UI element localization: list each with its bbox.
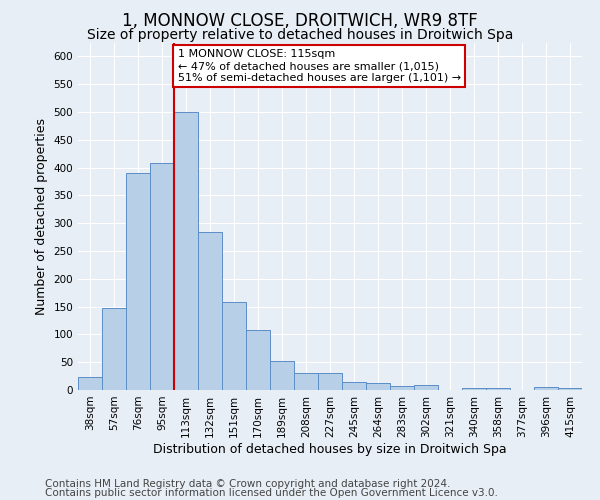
Bar [342, 382, 366, 390]
Text: 1 MONNOW CLOSE: 115sqm
← 47% of detached houses are smaller (1,015)
51% of semi-: 1 MONNOW CLOSE: 115sqm ← 47% of detached… [178, 50, 461, 82]
Bar [198, 232, 222, 390]
Bar [246, 330, 270, 390]
Bar [174, 112, 198, 390]
X-axis label: Distribution of detached houses by size in Droitwich Spa: Distribution of detached houses by size … [153, 442, 507, 456]
Bar [318, 374, 342, 390]
Bar [126, 173, 150, 390]
Bar [558, 388, 582, 390]
Bar [414, 385, 438, 390]
Bar [78, 377, 102, 390]
Bar [486, 388, 510, 390]
Bar [102, 308, 126, 390]
Text: 1, MONNOW CLOSE, DROITWICH, WR9 8TF: 1, MONNOW CLOSE, DROITWICH, WR9 8TF [122, 12, 478, 30]
Bar [462, 388, 486, 390]
Text: Size of property relative to detached houses in Droitwich Spa: Size of property relative to detached ho… [87, 28, 513, 42]
Bar [390, 386, 414, 390]
Bar [366, 384, 390, 390]
Bar [222, 302, 246, 390]
Bar [150, 163, 174, 390]
Text: Contains HM Land Registry data © Crown copyright and database right 2024.: Contains HM Land Registry data © Crown c… [45, 479, 451, 489]
Bar [294, 374, 318, 390]
Y-axis label: Number of detached properties: Number of detached properties [35, 118, 48, 315]
Text: Contains public sector information licensed under the Open Government Licence v3: Contains public sector information licen… [45, 488, 498, 498]
Bar [534, 387, 558, 390]
Bar [270, 360, 294, 390]
